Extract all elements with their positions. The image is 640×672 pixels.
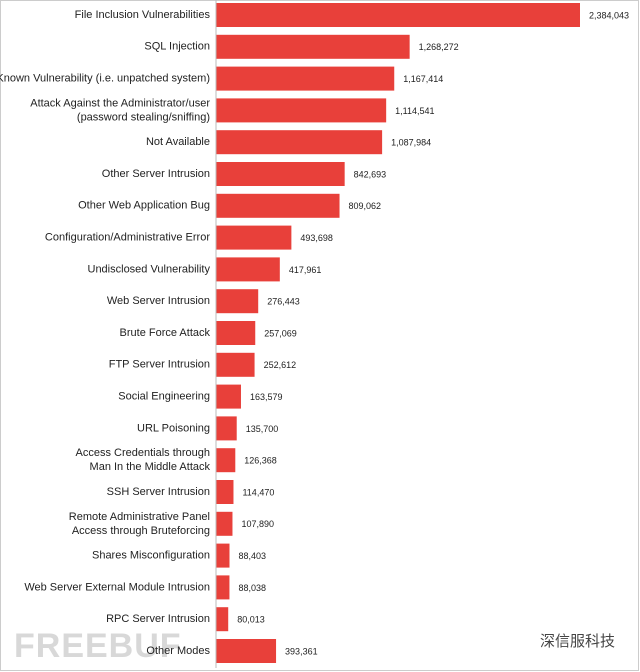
value-label: 80,013 (237, 615, 265, 625)
value-label: 1,114,541 (395, 106, 434, 116)
value-label: 88,038 (238, 583, 266, 593)
value-label: 88,403 (238, 551, 266, 561)
category-label: Social Engineering (118, 391, 210, 403)
bar (216, 3, 580, 27)
category-label: FTP Server Intrusion (109, 359, 210, 371)
category-label: Attack Against the Administrator/user (pa… (30, 97, 210, 123)
category-label: Web Server Intrusion (107, 295, 210, 307)
category-line: Access through Bruteforcing (72, 525, 210, 537)
watermark: FREEBUF (14, 627, 182, 665)
category-label: Other Server Intrusion (102, 168, 210, 180)
bar (216, 193, 340, 218)
value-label: 493,698 (300, 233, 333, 243)
bar (216, 384, 241, 409)
category-label: Web Server External Module Intrusion (24, 581, 210, 593)
category-line: (password stealing/sniffing) (77, 111, 210, 123)
value-label: 135,700 (246, 424, 279, 434)
value-label: 1,167,414 (403, 74, 443, 84)
category-label: SSH Server Intrusion (107, 486, 210, 498)
category-label: Access Credentials through Man In the Mid… (75, 447, 210, 473)
category-line: Remote Administrative Panel (69, 511, 210, 523)
bar (216, 98, 387, 123)
category-label: URL Poisoning (137, 422, 210, 434)
category-label: Other Web Application Bug (78, 200, 210, 212)
value-label: 393,361 (285, 646, 318, 656)
bar (216, 575, 230, 600)
bar (216, 607, 229, 632)
value-label: 417,961 (289, 265, 322, 275)
bar (216, 543, 230, 568)
bar (216, 34, 410, 59)
category-label: Brute Force Attack (120, 327, 211, 339)
category-label: Not Available (146, 136, 210, 148)
category-label: Remote Administrative Panel Access throug… (69, 511, 210, 537)
bar (216, 162, 345, 186)
value-label: 257,069 (264, 328, 297, 338)
bar (216, 289, 259, 314)
bar (216, 639, 277, 663)
bar (216, 416, 237, 441)
bar (216, 448, 236, 473)
category-label: Other Modes (146, 645, 210, 657)
bar (216, 511, 233, 536)
value-label: 107,890 (241, 519, 274, 529)
category-label: Known Vulnerability (i.e. unpatched syst… (0, 73, 210, 85)
value-label: 163,579 (250, 392, 283, 402)
category-line: Attack Against the Administrator/user (30, 97, 210, 109)
bar (216, 130, 383, 155)
bar (216, 257, 280, 282)
bar (216, 66, 395, 91)
value-label: 842,693 (354, 169, 387, 179)
value-label: 126,368 (244, 456, 277, 466)
category-label: File Inclusion Vulnerabilities (75, 9, 211, 21)
value-label: 1,087,984 (391, 138, 431, 148)
value-label: 2,384,043 (589, 10, 629, 20)
bar (216, 352, 255, 377)
value-label: 809,062 (349, 201, 382, 211)
value-label: 252,612 (264, 360, 297, 370)
bar (216, 321, 256, 345)
value-label: 276,443 (267, 297, 300, 307)
category-line: Man In the Middle Attack (90, 461, 211, 473)
category-label: SQL Injection (144, 41, 210, 53)
category-line: Access Credentials through (75, 447, 210, 459)
watermark: 深信服科技 (540, 633, 615, 650)
category-label: Configuration/Administrative Error (45, 232, 210, 244)
category-label: Undisclosed Vulnerability (88, 263, 211, 275)
bar (216, 225, 292, 250)
category-label: Shares Misconfiguration (92, 550, 210, 562)
category-label: RPC Server Intrusion (106, 613, 210, 625)
value-label: 114,470 (242, 487, 274, 497)
value-label: 1,268,272 (419, 42, 459, 52)
bar (216, 480, 234, 504)
